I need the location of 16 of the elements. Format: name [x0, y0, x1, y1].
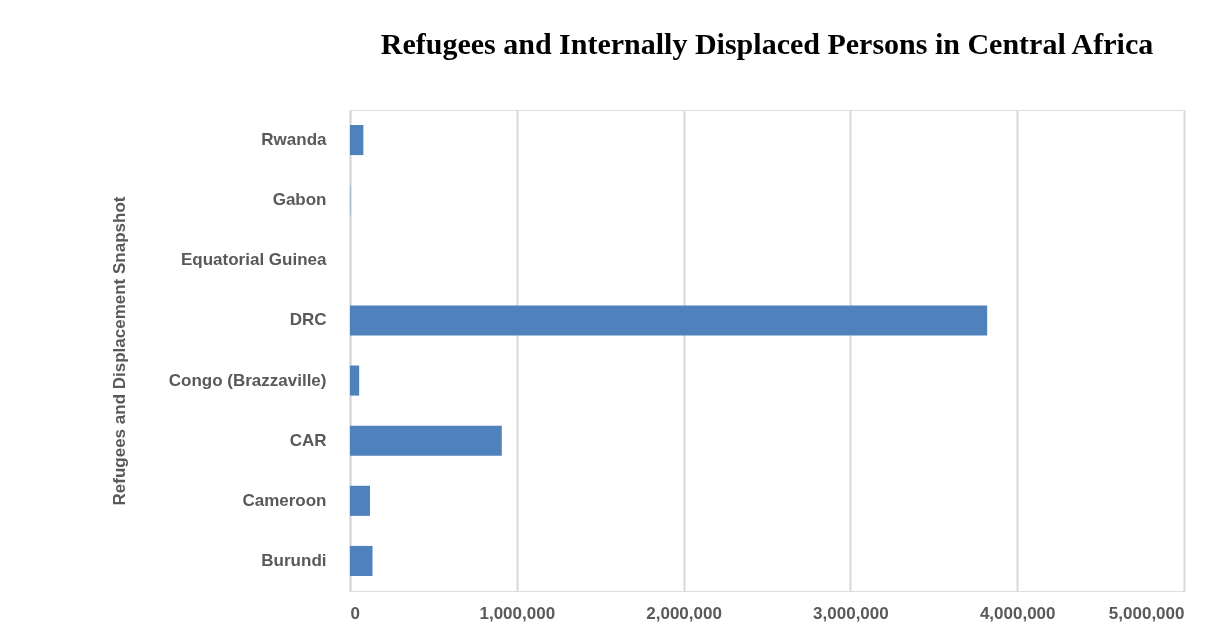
- y-tick-label: Congo (Brazzaville): [168, 370, 327, 390]
- y-tick-label: Cameroon: [242, 490, 327, 510]
- y-tick-label: CAR: [289, 430, 327, 450]
- y-tick-label: Equatorial Guinea: [181, 250, 328, 270]
- x-tick-label: 0: [350, 603, 360, 623]
- x-tick-label: 5,000,000: [1108, 603, 1185, 623]
- x-tick-label: 1,000,000: [479, 603, 556, 623]
- x-tick-label: 2,000,000: [646, 603, 722, 623]
- y-tick-label: DRC: [289, 310, 327, 330]
- y-tick-label: Gabon: [272, 190, 327, 210]
- y-axis-title: Refugees and Displacement Snapshot: [109, 196, 129, 506]
- x-tick-label: 4,000,000: [979, 603, 1056, 623]
- y-tick-label: Burundi: [261, 550, 327, 570]
- chart-title: Refugees and Internally Displaced Persons in Central Africa: [380, 27, 1154, 60]
- x-tick-label: 3,000,000: [813, 603, 889, 623]
- y-tick-label: Rwanda: [261, 130, 328, 150]
